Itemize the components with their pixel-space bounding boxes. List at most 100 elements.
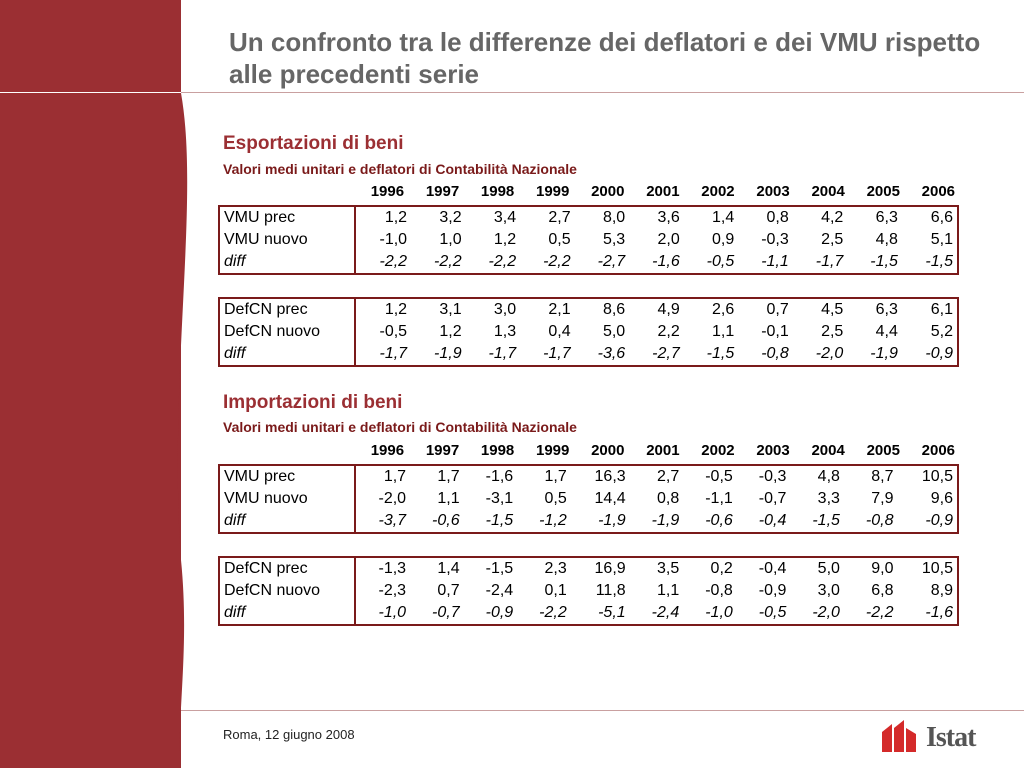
row-label: diff xyxy=(219,343,356,366)
year-label: 1998 xyxy=(480,442,515,459)
table-cell: -1,1 xyxy=(761,253,789,270)
table-row: VMU nuovo -1,0 1,0 1,2 0,5 5,3 2,0 0,9 -0,3 2,5 4,… xyxy=(219,229,958,251)
import-year-header: 1996 1997 1998 1999 2000 2001 2002 2003 2004 2005… xyxy=(353,442,959,462)
table-cell: -1,0 xyxy=(705,604,733,621)
table-cell: -1,6 xyxy=(925,604,953,621)
table-cell: -0,4 xyxy=(758,512,787,529)
table-cell: -0,9 xyxy=(485,604,514,621)
table-cell: 2,2 xyxy=(657,323,680,340)
table-cell: -1,6 xyxy=(485,468,514,485)
table-cell: -0,5 xyxy=(758,604,787,621)
sidebar-line: delle imprese xyxy=(950,70,1022,84)
table-cell: 6,8 xyxy=(871,582,894,599)
table-cell: -1,5 xyxy=(925,253,953,270)
table-cell: 16,3 xyxy=(594,468,626,485)
table-cell: -0,3 xyxy=(761,231,789,248)
table-cell: 8,6 xyxy=(602,301,626,318)
table-cell: -2,2 xyxy=(539,604,567,621)
table-cell: 2,7 xyxy=(656,468,680,485)
table-cell: -2,0 xyxy=(378,490,407,507)
table-cell: 1,1 xyxy=(656,582,680,599)
year-label: 1998 xyxy=(480,183,515,200)
table-cell: 0,4 xyxy=(548,323,571,340)
row-label: VMU nuovo xyxy=(219,488,356,510)
sidebar-line: L’informazione statistica xyxy=(894,2,1022,16)
year-label: 2001 xyxy=(646,183,680,200)
table-row: VMU nuovo -2,0 1,1 -3,1 0,5 14,4 0,8 -1,1 -0,7 3,… xyxy=(219,488,958,510)
table-row: DefCN prec 1,2 3,1 3,0 2,1 8,6 4,9 2,6 0,7 4,5 6,3… xyxy=(219,298,958,321)
table-cell: 0,7 xyxy=(766,301,789,318)
table-cell: 4,2 xyxy=(821,209,844,226)
footer-divider xyxy=(181,710,1024,711)
table-row: DefCN nuovo -2,3 0,7 -2,4 0,1 11,8 1,1 -0,8 -0,9… xyxy=(219,580,958,602)
sidebar-caption: L’informazione statistica ufficiale per … xyxy=(844,1,1022,86)
table-row: diff -1,0 -0,7 -0,9 -2,2 -5,1 -2,4 -1,0 -0,5 -2,0… xyxy=(219,602,958,625)
footer-date: Roma, 12 giugno 2008 xyxy=(223,727,355,742)
table-cell: -3,1 xyxy=(485,490,514,507)
header-divider xyxy=(181,92,1024,93)
import-defcn-table: DefCN prec -1,3 1,4 -1,5 2,3 16,9 3,5 0,2 -0,4 5,… xyxy=(218,556,959,626)
year-label: 1999 xyxy=(536,442,570,459)
table-cell: -2,2 xyxy=(488,253,517,270)
table-cell: 0,8 xyxy=(656,490,680,507)
table-cell: 3,5 xyxy=(656,560,680,577)
year-label: 2004 xyxy=(811,183,845,200)
table-cell: 1,0 xyxy=(439,231,462,248)
table-cell: -1,9 xyxy=(434,345,462,362)
table-cell: -2,7 xyxy=(652,345,680,362)
table-cell: 1,1 xyxy=(712,323,735,340)
export-subheading: Valori medi unitari e deflatori di Conta… xyxy=(223,161,577,177)
istat-logo-text: Istat xyxy=(926,722,976,753)
table-cell: 3,2 xyxy=(439,209,462,226)
table-cell: -2,4 xyxy=(485,582,514,599)
table-cell: -2,0 xyxy=(815,345,844,362)
table-cell: 3,0 xyxy=(493,301,517,318)
sidebar-divider xyxy=(0,92,181,93)
table-cell: 1,7 xyxy=(437,468,460,485)
table-cell: 3,3 xyxy=(817,490,840,507)
year-label: 2004 xyxy=(811,442,845,459)
table-cell: -3,6 xyxy=(597,345,626,362)
row-label: DefCN prec xyxy=(219,557,356,580)
table-cell: 16,9 xyxy=(594,560,626,577)
table-cell: -1,5 xyxy=(706,345,735,362)
table-cell: 4,5 xyxy=(821,301,844,318)
table-cell: -0,1 xyxy=(761,323,789,340)
table-cell: -0,9 xyxy=(925,512,953,529)
sidebar-line: economica xyxy=(963,36,1022,50)
table-cell: 2,5 xyxy=(821,323,844,340)
table-cell: -2,7 xyxy=(597,253,626,270)
table-cell: 2,5 xyxy=(821,231,844,248)
table-cell: -1,7 xyxy=(379,345,408,362)
table-cell: -1,5 xyxy=(870,253,898,270)
export-heading: Esportazioni di beni xyxy=(223,133,404,154)
table-cell: -1,0 xyxy=(378,604,407,621)
table-cell: 2,7 xyxy=(548,209,571,226)
import-subheading: Valori medi unitari e deflatori di Conta… xyxy=(223,419,577,435)
table-cell: 5,2 xyxy=(930,323,953,340)
table-cell: -2,3 xyxy=(378,582,407,599)
table-cell: -1,7 xyxy=(488,345,517,362)
sidebar xyxy=(0,0,181,768)
table-cell: 6,3 xyxy=(875,209,898,226)
row-label: VMU nuovo xyxy=(219,229,356,251)
row-label: diff xyxy=(219,602,356,625)
year-label: 2002 xyxy=(701,183,735,200)
table-cell: 0,9 xyxy=(712,231,735,248)
table-cell: 0,8 xyxy=(766,209,789,226)
year-label: 1997 xyxy=(425,442,460,459)
table-cell: 0,5 xyxy=(548,231,571,248)
row-label: DefCN nuovo xyxy=(219,580,356,602)
table-cell: 3,4 xyxy=(493,209,517,226)
table-cell: 9,0 xyxy=(871,560,894,577)
table-cell: -5,1 xyxy=(598,604,626,621)
table-cell: 8,7 xyxy=(871,468,894,485)
year-label: 2001 xyxy=(646,442,680,459)
table-cell: 5,3 xyxy=(602,231,626,248)
table-cell: 8,0 xyxy=(602,209,626,226)
table-cell: 2,3 xyxy=(544,560,567,577)
table-cell: 1,3 xyxy=(493,323,517,340)
table-cell: 4,4 xyxy=(875,323,898,340)
table-cell: -1,7 xyxy=(543,345,571,362)
table-cell: -0,6 xyxy=(432,512,460,529)
